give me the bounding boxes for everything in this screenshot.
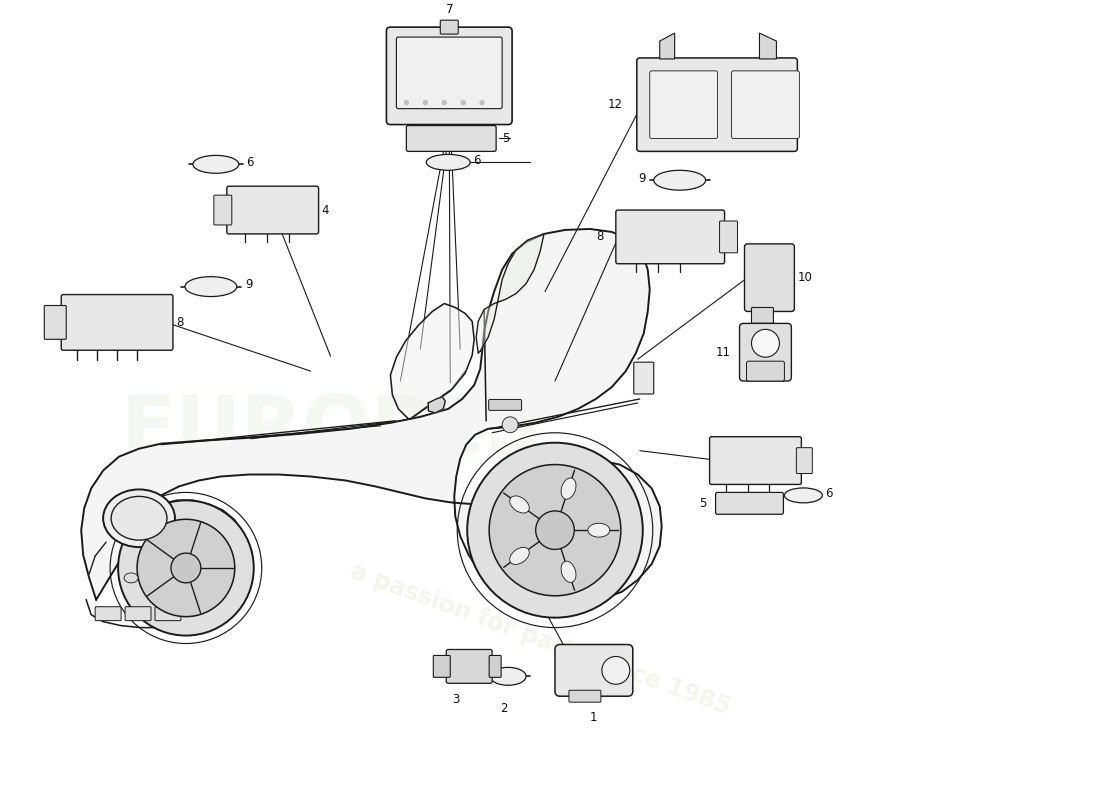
- Circle shape: [422, 100, 428, 105]
- Ellipse shape: [103, 490, 175, 547]
- Text: 5: 5: [502, 132, 509, 145]
- Text: 6: 6: [245, 156, 253, 169]
- Text: 8: 8: [176, 316, 184, 329]
- Ellipse shape: [653, 170, 705, 190]
- FancyBboxPatch shape: [386, 27, 513, 125]
- Circle shape: [490, 465, 620, 596]
- Text: 3: 3: [452, 693, 460, 706]
- Text: 1: 1: [590, 710, 597, 723]
- Polygon shape: [660, 33, 674, 59]
- FancyBboxPatch shape: [556, 645, 632, 696]
- FancyBboxPatch shape: [44, 306, 66, 339]
- Circle shape: [170, 553, 201, 583]
- Ellipse shape: [509, 547, 529, 565]
- Text: 5: 5: [700, 497, 707, 510]
- Circle shape: [442, 100, 447, 105]
- FancyBboxPatch shape: [447, 650, 492, 683]
- FancyBboxPatch shape: [227, 186, 319, 234]
- Circle shape: [442, 100, 447, 105]
- Text: 8: 8: [596, 230, 603, 243]
- Circle shape: [404, 100, 409, 105]
- FancyBboxPatch shape: [719, 221, 737, 253]
- Circle shape: [468, 442, 642, 618]
- FancyBboxPatch shape: [751, 307, 773, 323]
- Text: EUROPES: EUROPES: [121, 392, 543, 470]
- Circle shape: [138, 519, 234, 617]
- FancyBboxPatch shape: [796, 448, 812, 474]
- Text: 11: 11: [716, 346, 730, 358]
- Circle shape: [118, 500, 254, 635]
- Ellipse shape: [427, 154, 470, 170]
- Text: 4: 4: [321, 203, 329, 217]
- FancyBboxPatch shape: [125, 606, 151, 621]
- Ellipse shape: [185, 277, 236, 297]
- Text: 12: 12: [608, 98, 623, 111]
- Text: 6: 6: [825, 487, 833, 500]
- Circle shape: [480, 100, 485, 105]
- FancyBboxPatch shape: [155, 606, 180, 621]
- FancyBboxPatch shape: [716, 493, 783, 514]
- FancyBboxPatch shape: [650, 71, 717, 138]
- Ellipse shape: [509, 496, 529, 513]
- Circle shape: [602, 657, 630, 684]
- Ellipse shape: [561, 478, 576, 499]
- FancyBboxPatch shape: [710, 437, 802, 485]
- FancyBboxPatch shape: [396, 37, 502, 109]
- FancyBboxPatch shape: [213, 195, 232, 225]
- Polygon shape: [81, 229, 662, 618]
- Polygon shape: [759, 33, 777, 59]
- Circle shape: [422, 100, 428, 105]
- Text: 9: 9: [245, 278, 252, 291]
- Text: 6: 6: [473, 154, 481, 167]
- FancyBboxPatch shape: [406, 126, 496, 151]
- Circle shape: [404, 100, 409, 105]
- FancyBboxPatch shape: [634, 362, 653, 394]
- FancyBboxPatch shape: [490, 655, 502, 678]
- FancyBboxPatch shape: [732, 71, 800, 138]
- FancyBboxPatch shape: [747, 361, 784, 381]
- Polygon shape: [428, 397, 446, 413]
- Circle shape: [461, 100, 465, 105]
- FancyBboxPatch shape: [616, 210, 725, 264]
- Ellipse shape: [784, 488, 823, 503]
- Polygon shape: [476, 234, 544, 354]
- Circle shape: [461, 100, 465, 105]
- Text: 7: 7: [446, 2, 453, 16]
- FancyBboxPatch shape: [62, 294, 173, 350]
- FancyBboxPatch shape: [488, 399, 521, 410]
- Ellipse shape: [491, 667, 526, 686]
- Circle shape: [480, 100, 485, 105]
- Text: a passion for parts since 1985: a passion for parts since 1985: [346, 559, 734, 720]
- FancyBboxPatch shape: [433, 655, 450, 678]
- Circle shape: [442, 100, 447, 105]
- FancyBboxPatch shape: [739, 323, 791, 381]
- Text: 10: 10: [798, 271, 812, 284]
- Text: 2: 2: [500, 702, 508, 714]
- Circle shape: [404, 100, 409, 105]
- FancyBboxPatch shape: [637, 58, 798, 151]
- FancyBboxPatch shape: [569, 690, 601, 702]
- Ellipse shape: [192, 155, 239, 174]
- Ellipse shape: [561, 561, 576, 582]
- Ellipse shape: [124, 573, 138, 583]
- Text: 9: 9: [638, 172, 646, 185]
- Ellipse shape: [111, 496, 167, 540]
- FancyBboxPatch shape: [440, 20, 459, 34]
- Circle shape: [502, 417, 518, 433]
- Polygon shape: [390, 303, 474, 419]
- Circle shape: [480, 100, 485, 105]
- FancyBboxPatch shape: [745, 244, 794, 311]
- Ellipse shape: [587, 523, 609, 537]
- Circle shape: [751, 330, 780, 357]
- Circle shape: [536, 511, 574, 550]
- Circle shape: [422, 100, 428, 105]
- Circle shape: [461, 100, 465, 105]
- FancyBboxPatch shape: [96, 606, 121, 621]
